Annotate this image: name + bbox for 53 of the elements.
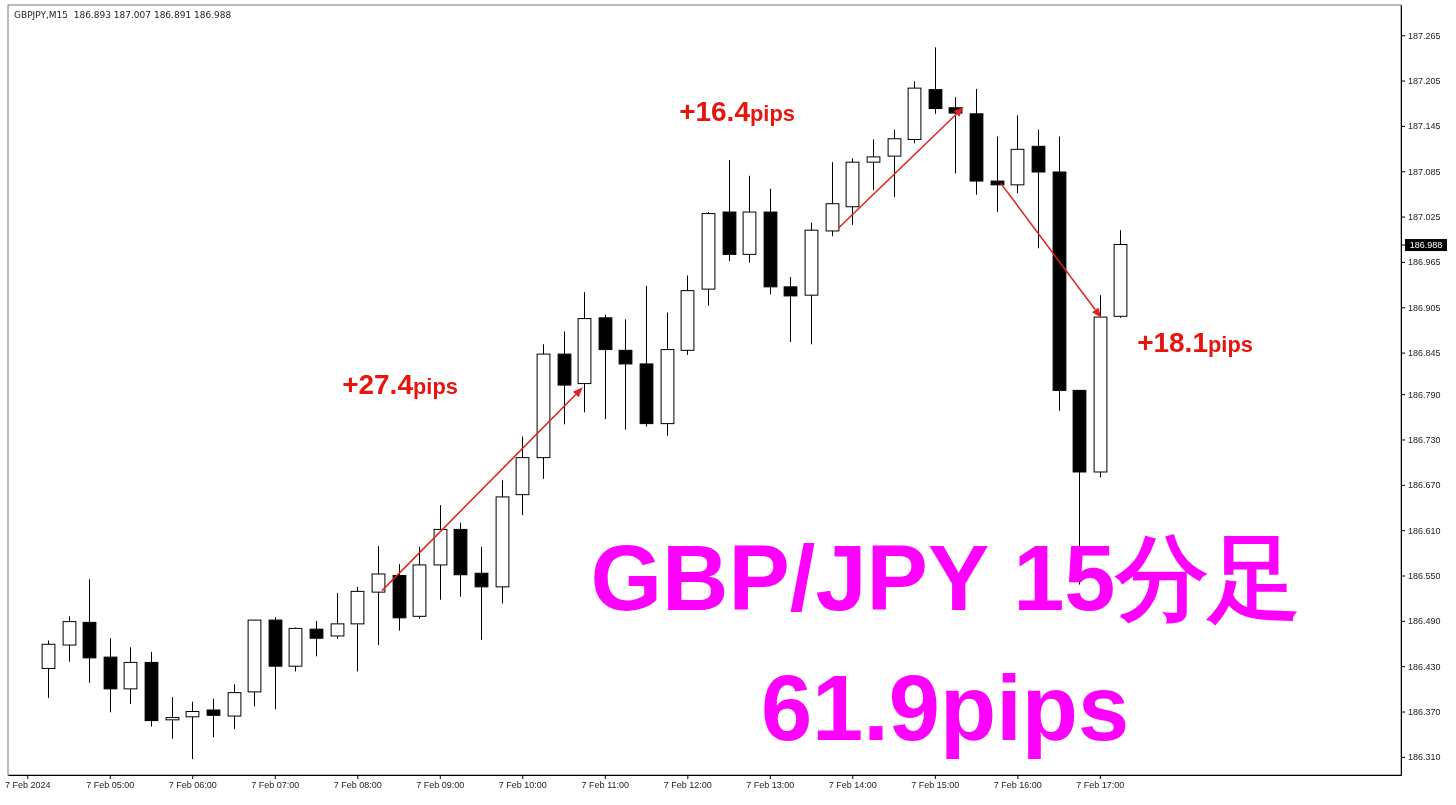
candlestick [887,129,902,198]
candlestick [227,683,242,730]
x-tick-label: 7 Feb 13:00 [746,780,795,791]
y-tick-label: 186.790 [1408,389,1441,400]
x-tick-label: 7 Feb 14:00 [828,780,877,791]
annotation: +16.4pips [679,96,795,127]
y-tick-label: 186.550 [1408,570,1441,581]
candlestick [165,696,180,740]
x-tick-label: 7 Feb 2024 [4,780,51,791]
y-tick-label: 187.265 [1408,30,1441,41]
x-tick-label: 7 Feb 07:00 [251,780,300,791]
y-tick-label: 186.905 [1408,302,1441,313]
candlestick [866,139,881,191]
y-tick-label: 186.310 [1408,752,1441,763]
x-tick-label: 7 Feb 12:00 [663,780,712,791]
x-tick-label: 7 Feb 06:00 [168,780,217,791]
y-tick-label: 187.205 [1408,75,1441,86]
y-tick-label: 187.145 [1408,121,1441,132]
candlestick [474,546,489,641]
annotation: +27.4pips [342,369,458,400]
y-tick-label: 186.845 [1408,347,1441,358]
y-tick-label: 186.965 [1408,257,1441,268]
y-tick-label: 186.370 [1408,706,1441,717]
x-tick-label: 7 Feb 16:00 [993,780,1042,791]
x-tick-label: 7 Feb 05:00 [86,780,135,791]
text: GBPJPY,M15 186.893 187.007 186.891 186.988 [14,10,232,20]
x-tick-label: 7 Feb 10:00 [498,780,547,791]
annotation: +18.1pips [1137,327,1253,358]
y-tick-label: 186.988 [1409,239,1443,250]
annotation: GBP/JPY 15分足 [590,527,1300,629]
candlestick [371,545,386,646]
y-tick-label: 186.670 [1408,480,1441,491]
y-tick-label: 186.430 [1408,661,1441,672]
candlestick [618,318,633,431]
y-tick-label: 186.610 [1408,525,1441,536]
x-tick-label: 7 Feb 11:00 [581,780,629,791]
x-tick-label: 7 Feb 08:00 [333,780,382,791]
y-tick-label: 186.730 [1408,434,1441,445]
candlestick [330,592,345,640]
y-tick-label: 187.025 [1408,211,1441,222]
candlestick [309,620,324,657]
candlestick [990,135,1005,213]
annotation: 61.9pips [760,657,1130,759]
candlestick [62,615,77,663]
candlestick [206,698,221,738]
y-tick-label: 186.490 [1408,616,1441,627]
candlestick [185,701,200,760]
candlestick [928,46,943,115]
x-tick-label: 7 Feb 09:00 [416,780,465,791]
x-tick-label: 7 Feb 17:00 [1076,780,1125,791]
y-tick-label: 187.085 [1408,166,1441,177]
x-tick-label: 7 Feb 15:00 [911,780,960,791]
candlestick [783,276,798,343]
